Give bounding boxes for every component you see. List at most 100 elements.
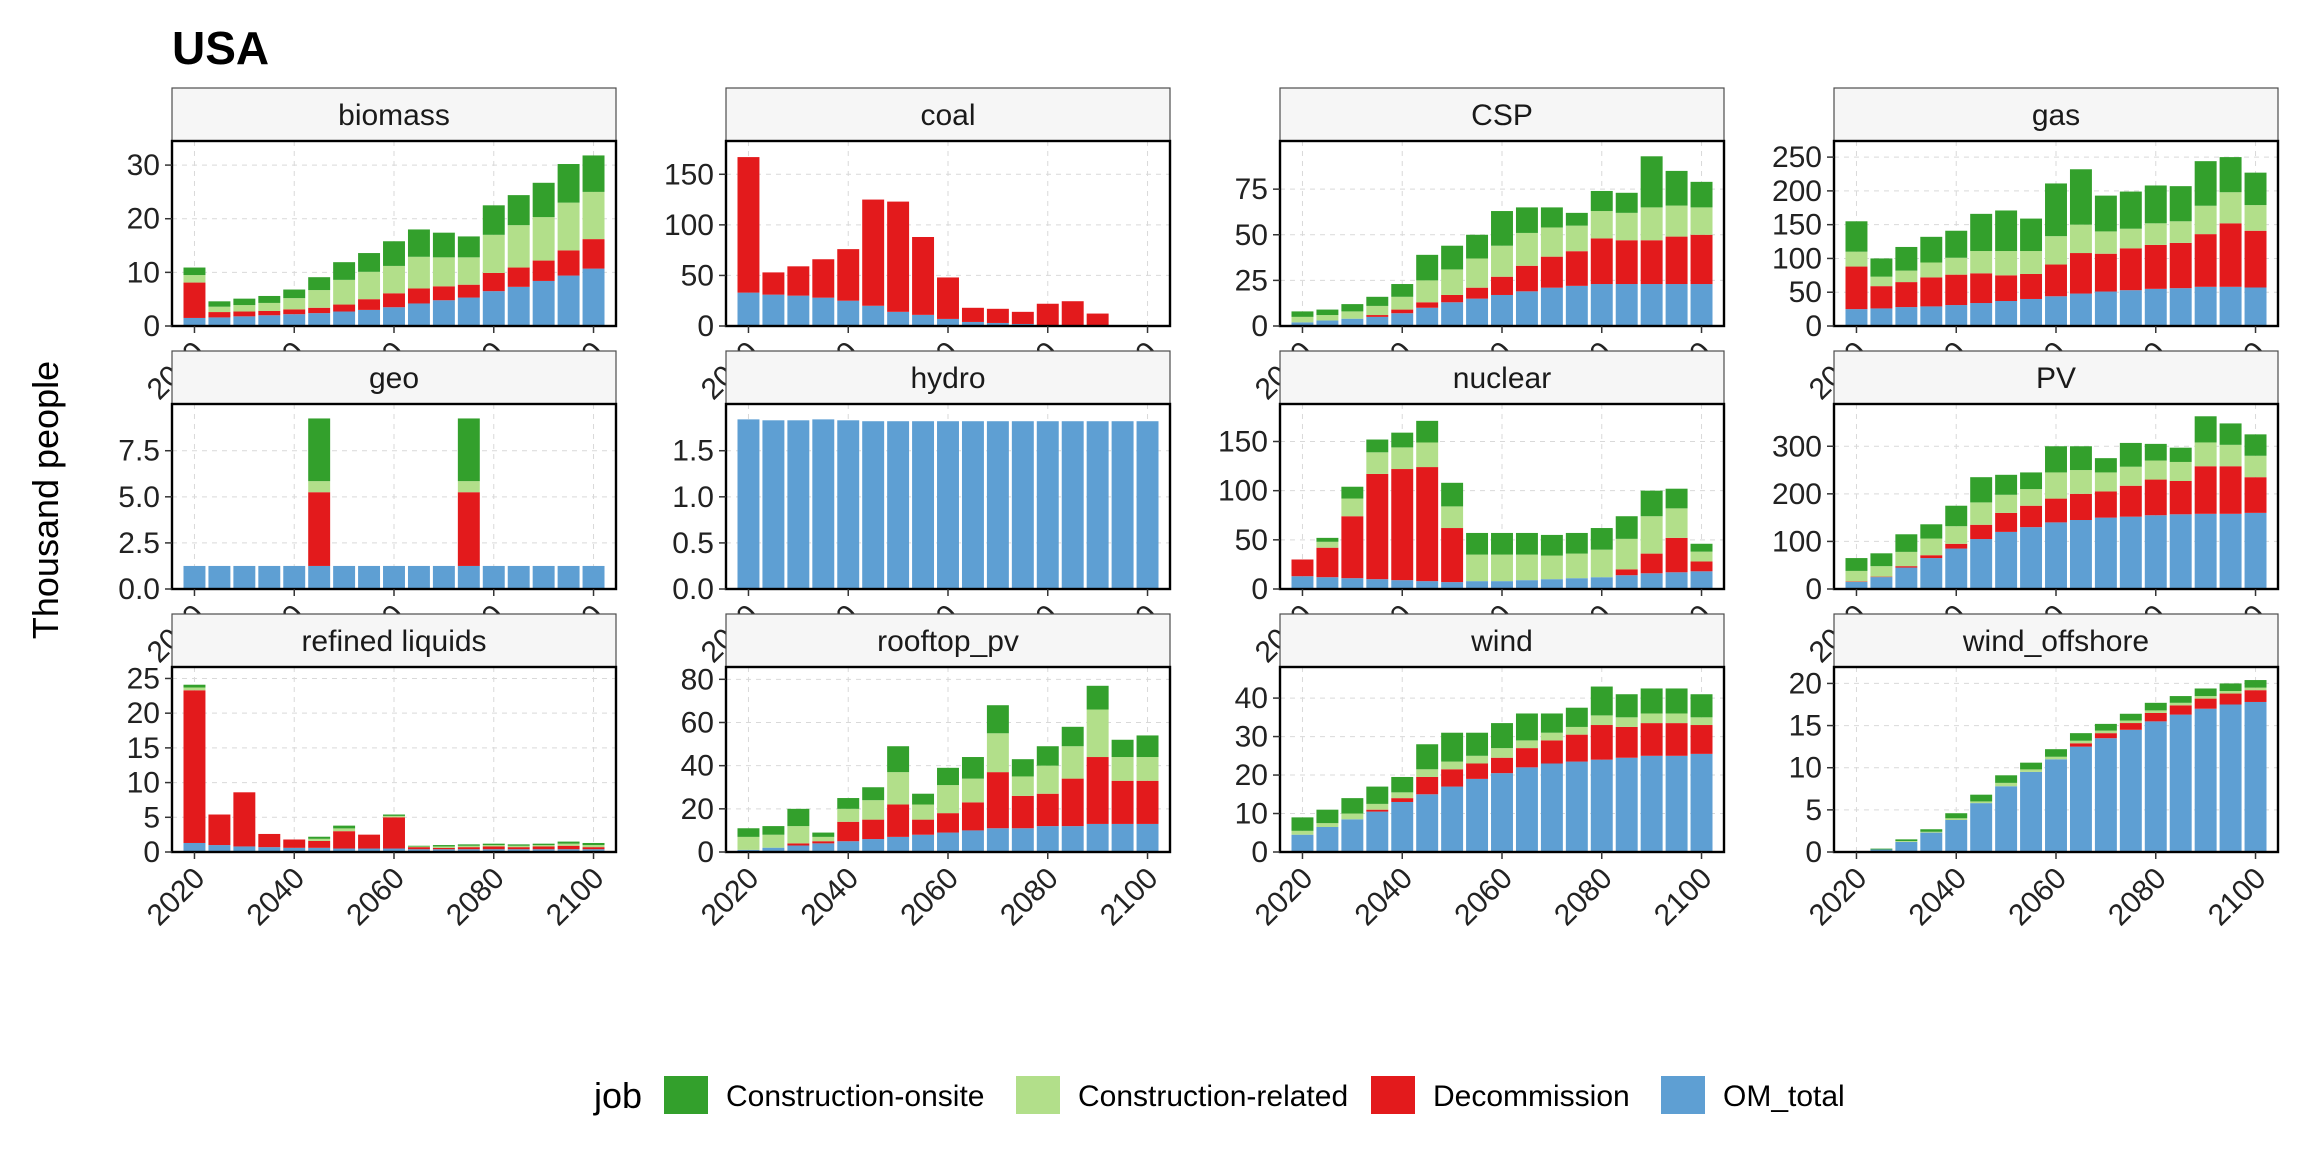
bar-construction-onsite-2050 bbox=[333, 262, 356, 280]
bar-om-total-2055 bbox=[358, 309, 381, 326]
bar-om-total-2030 bbox=[233, 565, 256, 589]
bar-construction-onsite-2050 bbox=[1441, 732, 1464, 762]
x-tick-label: 2080 bbox=[440, 862, 511, 933]
y-tick-label: 50 bbox=[1789, 276, 1822, 309]
bar-construction-related-2045 bbox=[1416, 442, 1439, 468]
bar-om-total-2095 bbox=[1665, 284, 1688, 326]
bar-om-total-2045 bbox=[1970, 539, 1993, 589]
bar-om-total-2035 bbox=[258, 315, 281, 326]
y-tick-label: 100 bbox=[1218, 475, 1268, 508]
bar-om-total-2020 bbox=[1845, 581, 1868, 589]
bar-om-total-2055 bbox=[1466, 298, 1489, 326]
bar-decommission-2020 bbox=[1845, 266, 1868, 310]
bar-om-total-2040 bbox=[1391, 801, 1414, 852]
bar-construction-related-2045 bbox=[308, 838, 331, 841]
bar-construction-onsite-2080 bbox=[1590, 528, 1613, 550]
bar-om-total-2050 bbox=[1995, 786, 2018, 852]
bar-decommission-2065 bbox=[2069, 253, 2092, 294]
bar-om-total-2040 bbox=[1391, 580, 1414, 589]
y-tick-label: 100 bbox=[1772, 242, 1822, 275]
legend-item-decommission: Decommission bbox=[1371, 1076, 1630, 1114]
bar-construction-related-2100 bbox=[2244, 687, 2267, 691]
panel-title-biomass: biomass bbox=[338, 99, 450, 132]
bar-construction-onsite-2070 bbox=[2094, 195, 2117, 232]
bar-construction-onsite-2070 bbox=[1540, 534, 1563, 556]
bar-construction-related-2040 bbox=[1391, 296, 1414, 310]
bar-om-total-2060 bbox=[383, 848, 405, 852]
bar-om-total-2020 bbox=[1291, 834, 1314, 852]
bar-om-total-2055 bbox=[2020, 527, 2043, 589]
bar-om-total-2030 bbox=[787, 295, 810, 326]
bar-om-total-2075 bbox=[1011, 421, 1034, 589]
bar-construction-onsite-2045 bbox=[1416, 420, 1439, 443]
bar-decommission-2075 bbox=[1011, 795, 1034, 829]
bar-construction-onsite-2100 bbox=[1690, 694, 1713, 718]
bars bbox=[1291, 420, 1713, 589]
bar-decommission-2025 bbox=[1316, 547, 1339, 578]
y-tick-label: 75 bbox=[1235, 173, 1268, 206]
bar-construction-related-2085 bbox=[2169, 221, 2192, 243]
bar-om-total-2070 bbox=[986, 421, 1009, 589]
bar-om-total-2030 bbox=[1341, 318, 1364, 326]
y-tick-label: 7.5 bbox=[118, 435, 160, 468]
y-tick-label: 0.5 bbox=[672, 527, 714, 560]
bar-decommission-2030 bbox=[1895, 282, 1918, 308]
bar-decommission-2050 bbox=[1995, 512, 2018, 532]
bar-construction-onsite-2040 bbox=[1391, 776, 1414, 793]
bar-om-total-2100 bbox=[2244, 287, 2267, 326]
bar-om-total-2055 bbox=[2020, 771, 2043, 852]
bar-construction-onsite-2060 bbox=[383, 814, 405, 816]
bar-om-total-2050 bbox=[1995, 531, 2018, 589]
panel-title-gas: gas bbox=[2032, 99, 2080, 132]
bar-om-total-2085 bbox=[507, 286, 530, 326]
bars bbox=[737, 157, 1109, 326]
bar-om-total-2100 bbox=[1136, 421, 1159, 589]
y-tick-label: 20 bbox=[1789, 667, 1822, 700]
x-tick-label: 2060 bbox=[340, 862, 411, 933]
bar-construction-onsite-2085 bbox=[1615, 694, 1638, 718]
bar-om-total-2020 bbox=[1291, 322, 1314, 326]
bars bbox=[1291, 686, 1713, 852]
bar-construction-related-2075 bbox=[2119, 720, 2142, 724]
bar-decommission-2060 bbox=[937, 277, 959, 319]
bar-construction-onsite-2035 bbox=[1366, 439, 1389, 453]
bar-construction-related-2050 bbox=[1441, 269, 1464, 295]
bar-om-total-2090 bbox=[2194, 286, 2217, 326]
bar-decommission-2100 bbox=[2244, 690, 2267, 702]
bar-decommission-2085 bbox=[1061, 778, 1084, 827]
bar-om-total-2090 bbox=[1640, 573, 1663, 589]
bar-construction-related-2085 bbox=[1615, 212, 1638, 241]
bar-decommission-2080 bbox=[2144, 244, 2167, 289]
bar-construction-related-2025 bbox=[1870, 276, 1893, 287]
bar-construction-related-2080 bbox=[2144, 460, 2167, 480]
y-tick-label: 60 bbox=[681, 706, 714, 739]
bar-om-total-2035 bbox=[1366, 316, 1389, 326]
bar-construction-onsite-2080 bbox=[482, 843, 505, 846]
bar-construction-onsite-2045 bbox=[308, 277, 331, 291]
bar-decommission-2060 bbox=[383, 293, 405, 308]
bar-construction-onsite-2100 bbox=[1690, 181, 1713, 208]
bar-om-total-2095 bbox=[2219, 513, 2242, 589]
x-tick-label: 2040 bbox=[795, 862, 866, 933]
bar-decommission-2065 bbox=[1515, 748, 1538, 768]
bar-om-total-2025 bbox=[208, 317, 231, 326]
bar-om-total-2035 bbox=[258, 565, 281, 589]
bar-om-total-2050 bbox=[887, 311, 910, 326]
bar-om-total-2060 bbox=[383, 307, 405, 326]
bar-decommission-2090 bbox=[532, 260, 555, 281]
bar-construction-onsite-2060 bbox=[383, 241, 405, 266]
bar-construction-onsite-2075 bbox=[457, 844, 480, 846]
bar-construction-related-2080 bbox=[1036, 765, 1059, 794]
bar-decommission-2040 bbox=[1945, 274, 1968, 306]
panel-wind: wind 0 10 20 30 40 2020 2040 2060 2080 2100 bbox=[1235, 613, 1726, 932]
bar-construction-onsite-2055 bbox=[2020, 762, 2043, 770]
bar-om-total-2090 bbox=[532, 565, 555, 589]
bar-construction-related-2065 bbox=[1515, 740, 1538, 749]
bars bbox=[183, 418, 605, 589]
bar-construction-onsite-2065 bbox=[1515, 207, 1538, 233]
bar-construction-onsite-2025 bbox=[1870, 848, 1893, 850]
panel-title-pv: PV bbox=[2036, 362, 2076, 395]
bar-construction-related-2095 bbox=[2219, 192, 2242, 224]
